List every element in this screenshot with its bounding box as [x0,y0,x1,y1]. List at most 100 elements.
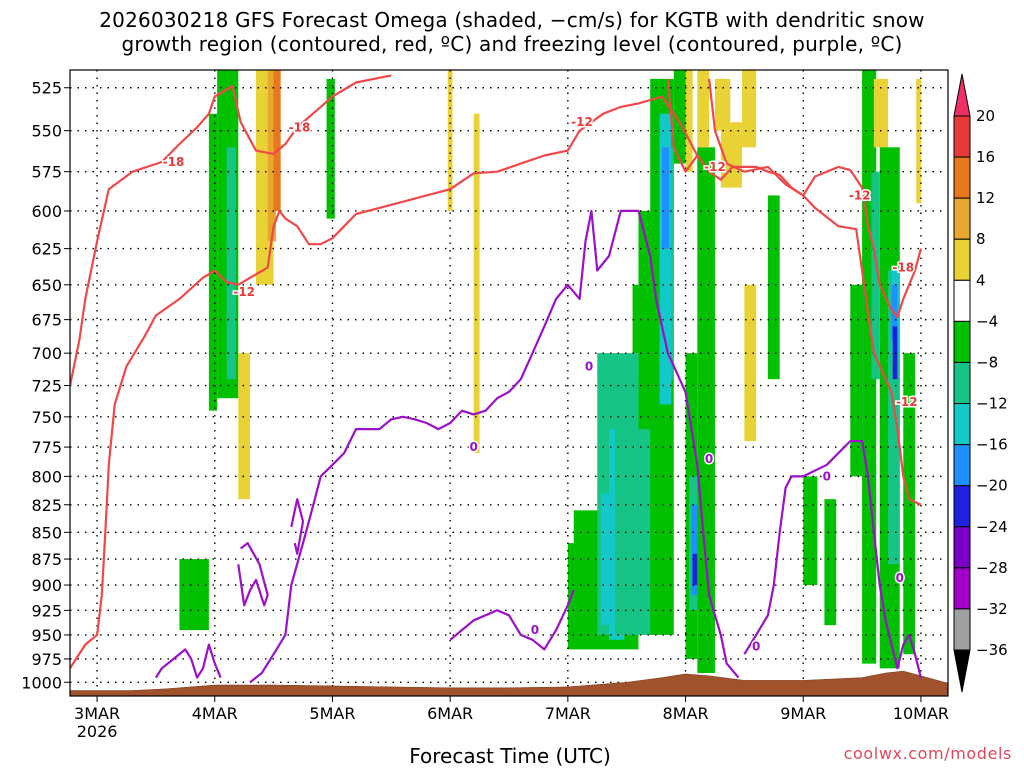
colorbar-tick-12: −32 [976,600,1008,618]
y-tick-label-825: 825 [31,496,62,515]
colorbar-box-4 [953,279,971,322]
x-tick-label-4MAR: 4MAR [192,704,238,723]
omega-patch-8 [326,78,335,219]
freezing-contour-4 [449,589,575,651]
colorbar-tick-3: 8 [976,230,986,248]
x-tick-label-9MAR: 9MAR [780,704,826,723]
chart-title: 2026030218 GFS Forecast Omega (shaded, −… [0,8,1024,56]
colorbar-box-10 [953,526,971,569]
omega-patch-6 [238,353,251,500]
colorbar-tick-7: −12 [976,395,1008,413]
colorbar-tick-4: 4 [976,271,986,289]
contour-label-10: 0 [705,452,713,466]
colorbar-box-2 [953,197,971,240]
omega-patch-9 [447,70,453,211]
dgz-contour-1 [70,95,922,669]
dgz-contour-2 [666,78,699,173]
x-tick-label-10MAR: 10MAR [893,704,949,723]
omega-patch-10 [473,113,480,454]
omega-patch-29 [697,147,715,673]
omega-patch-5 [273,70,281,211]
omega-patch-0 [208,113,218,411]
axes: 525 550 575 600 625 650 675 700 725 750 775 800 825 8… [21,79,949,741]
y-tick-label-775: 775 [31,438,62,457]
contour-label-8: 0 [470,440,478,454]
omega-patch-27 [692,553,698,586]
contour-label-3: -12 [571,115,593,129]
colorbar-tick-0: 20 [976,107,995,125]
x-tick-label-3MAR: 3MAR [74,704,120,723]
y-tick-label-800: 800 [31,467,62,486]
omega-shading [179,70,921,673]
contour-label-7: -12 [896,395,918,409]
x-tick-label-8MAR: 8MAR [663,704,709,723]
contour-label-2: -12 [233,285,255,299]
omega-patch-38 [850,284,863,477]
terrain-fill [70,670,948,696]
colorbar-box-9 [953,485,971,528]
freezing-contour-6 [290,498,305,555]
y-tick-label-650: 650 [31,276,62,295]
contour-label-4: -12 [704,160,726,174]
contour-label-5: -12 [849,188,871,202]
y-tick-label-875: 875 [31,550,62,569]
y-tick-label-1000: 1000 [21,673,62,692]
y-tick-label-750: 750 [31,408,62,427]
y-tick-label-975: 975 [31,650,62,669]
x-tick-label-7MAR: 7MAR [545,704,591,723]
contour-labels: -18 -18 -12 -12 -12 -12 -18 -12 0 0 0 0 0 0 0 [161,114,919,655]
title-line-1: 2026030218 GFS Forecast Omega (shaded, −… [99,8,925,32]
contour-label-0: -18 [163,155,185,169]
freezing-contour-1 [249,209,687,684]
omega-patch-32 [720,122,743,188]
terrain-area [70,670,948,696]
omega-patch-47 [903,353,916,655]
dgz-contour-b-0 [708,78,922,506]
contours [70,74,922,684]
y-tick-label-900: 900 [31,576,62,595]
colorbar-tick-11: −28 [976,559,1008,577]
contour-label-12: 0 [823,469,831,483]
x-axis-label: Forecast Time (UTC) [409,744,611,768]
freezing-contour-0 [154,643,222,679]
omega-patch-33 [742,70,757,148]
omega-patch-28 [685,70,693,172]
plot-frame [69,69,949,697]
colorbar-tick-10: −24 [976,518,1008,536]
freezing-contour-5 [237,542,269,607]
colorbar-tick-1: 16 [976,148,995,166]
contour-label-11: 0 [531,623,539,637]
omega-patch-21 [659,113,672,405]
omega-patch-36 [803,476,818,586]
colorbar: 20 16 12 8 4 −4 −8 −12 −16 −20 −24 −28 −32 −36 [953,73,1008,693]
y-tick-label-525: 525 [31,79,62,98]
freezing-contour-2 [684,391,740,679]
colorbar-box-8 [953,444,971,487]
omega-patch-14 [600,493,610,626]
colorbar-box-3 [953,238,971,281]
y-tick-label-925: 925 [31,601,62,620]
colorbar-box-11 [953,567,971,610]
colorbar-tick-2: 12 [976,189,995,207]
omega-patch-43 [887,270,900,565]
colorbar-top-cap [953,73,971,117]
contour-label-14: 0 [896,571,904,585]
y-tick-label-725: 725 [31,377,62,396]
x-tick-label-5MAR: 5MAR [309,704,355,723]
omega-patch-40 [871,171,880,380]
contour-label-6: -18 [892,261,914,275]
colorbar-bottom-cap [953,649,971,693]
y-tick-label-600: 600 [31,202,62,221]
y-tick-label-850: 850 [31,523,62,542]
colorbar-box-0 [953,115,971,158]
colorbar-box-5 [953,320,971,363]
omega-patch-2 [226,147,236,380]
colorbar-box-7 [953,403,971,446]
y-tick-label-550: 550 [31,122,62,141]
credit-link[interactable]: coolwx.com/models [843,744,1012,763]
colorbar-tick-13: −36 [976,641,1008,659]
omega-patch-26 [691,504,698,596]
contour-label-9: 0 [585,359,593,373]
omega-patch-37 [824,499,837,626]
